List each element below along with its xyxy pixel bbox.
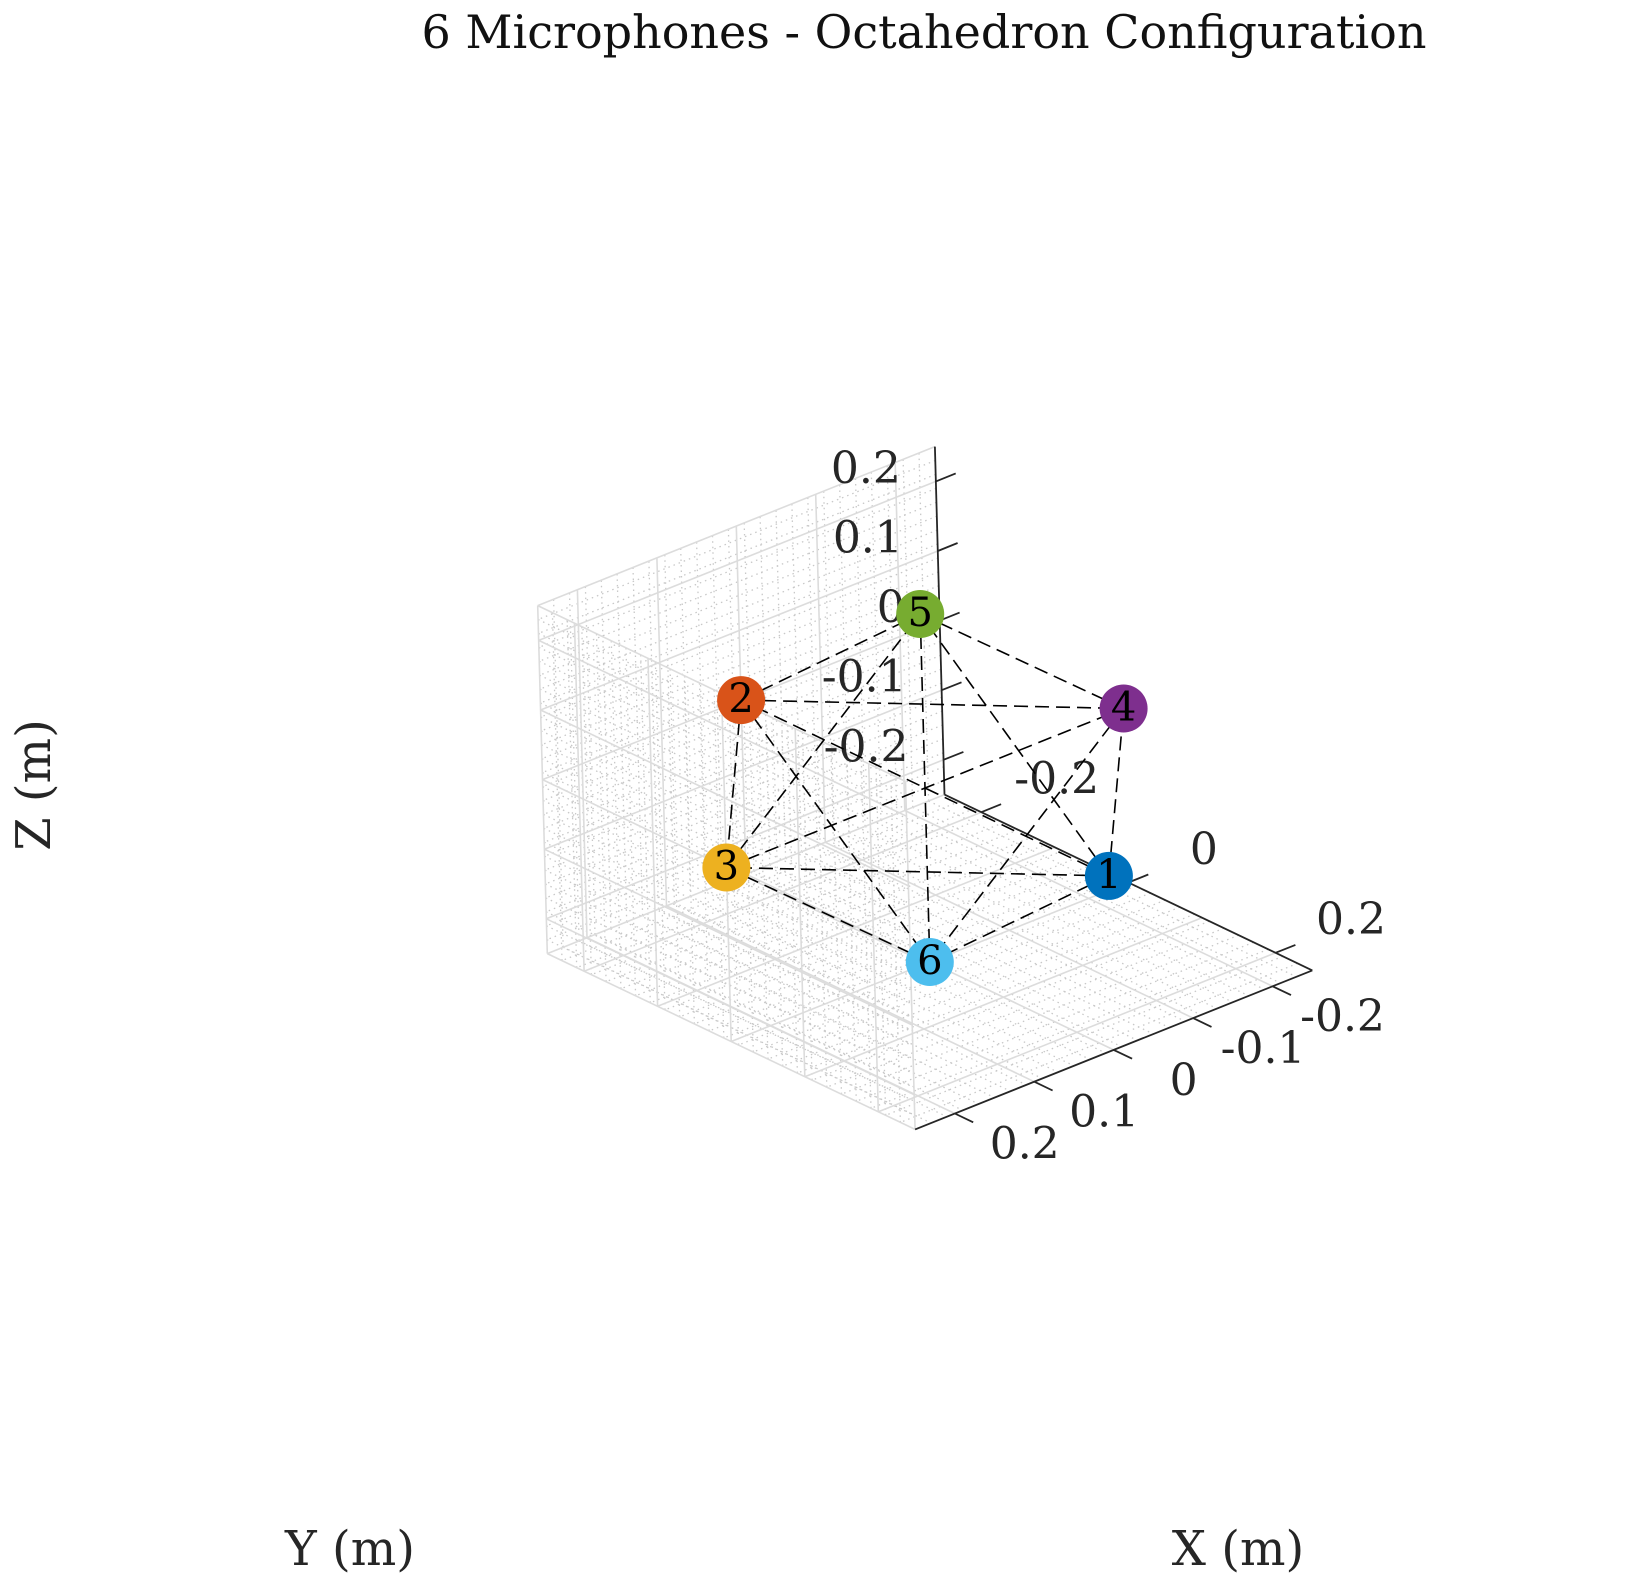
x-tick-label: 0.2 (1316, 894, 1386, 945)
major-grid-line (666, 905, 1035, 1083)
edge-line (919, 613, 1110, 877)
major-grid-line (544, 689, 942, 850)
mic-label-4: 4 (1111, 685, 1136, 731)
major-grid-line (546, 759, 944, 920)
z-tick-label: -0.1 (822, 652, 907, 703)
major-grid-line (824, 841, 1194, 1019)
y-tick-label: -0.2 (1300, 991, 1385, 1042)
mic-label-3: 3 (714, 844, 739, 890)
mic-marker-2 (717, 676, 766, 725)
major-grid-line (904, 809, 1273, 988)
x-tick (1275, 944, 1296, 954)
edge-line (725, 700, 742, 868)
y-tick (1272, 985, 1292, 996)
y-tick (1192, 1017, 1212, 1028)
y-tick (1033, 1080, 1053, 1092)
major-grid-line (540, 709, 909, 887)
edge-line (726, 866, 1109, 877)
major-grid-line (538, 480, 937, 642)
major-grid-line (545, 918, 915, 1096)
octahedron-edges (725, 613, 1125, 963)
mic-label-6: 6 (917, 938, 942, 984)
major-grid-line (540, 550, 939, 711)
chart-title: 6 Microphones - Octahedron Configuration (422, 5, 1427, 59)
z-axis-label: Z (m) (6, 719, 62, 851)
z-tick (941, 681, 962, 692)
mic-marker-1 (1084, 851, 1133, 900)
edge-line (725, 613, 921, 868)
pane-edge (537, 445, 936, 607)
mic-label-5: 5 (907, 590, 932, 636)
y-tick-label: 0 (1170, 1055, 1198, 1106)
edge-line (741, 699, 1124, 710)
z-tick-label: -0.2 (824, 721, 909, 772)
z-tick-label: 0.1 (833, 513, 903, 564)
edge-line (1108, 708, 1125, 876)
y-tick-label: 0.1 (1069, 1087, 1139, 1138)
major-grid-line (538, 639, 907, 817)
z-tick-label: 0.2 (831, 443, 901, 494)
edge-line (919, 613, 1124, 710)
x-tick-label: 0 (1190, 824, 1218, 875)
major-grid-line (544, 848, 913, 1026)
y-tick-label: -0.1 (1221, 1023, 1306, 1074)
edge-line (740, 699, 931, 963)
edge-line (740, 613, 921, 701)
mic-label-2: 2 (728, 676, 753, 722)
z-tick (943, 751, 964, 761)
mic-marker-5 (896, 590, 945, 638)
z-tick (935, 472, 957, 483)
mic-marker-4 (1099, 684, 1148, 733)
major-grid (536, 445, 1276, 1131)
edge-line (929, 875, 1110, 963)
edge-line (929, 708, 1125, 963)
mic-label-1: 1 (1096, 852, 1121, 898)
pane-edge (536, 605, 549, 954)
mic-marker-3 (702, 843, 751, 892)
edge-line (919, 613, 931, 963)
pane-edge (546, 952, 916, 1131)
y-tick (954, 1112, 974, 1124)
z-tick (937, 542, 958, 552)
microphone-points: 1 2 3 4 5 6 (702, 590, 1148, 986)
x-axis-label: X (m) (1172, 1521, 1304, 1577)
mic-marker-6 (905, 938, 954, 986)
y-tick (1113, 1049, 1133, 1060)
edge-line (740, 699, 1110, 877)
y-tick-label: 0.2 (990, 1118, 1060, 1169)
y-axis-label: Y (m) (284, 1521, 415, 1577)
edge-line (726, 866, 931, 963)
x-tick (980, 803, 1002, 814)
